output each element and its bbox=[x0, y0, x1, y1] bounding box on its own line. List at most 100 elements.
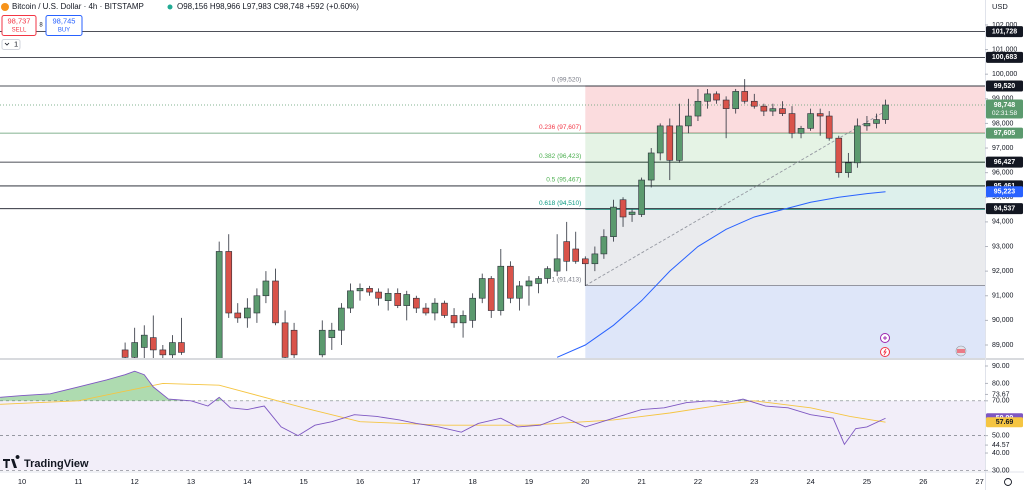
candle-body bbox=[760, 105, 768, 112]
candle-body bbox=[535, 278, 542, 284]
candle-body bbox=[356, 288, 364, 292]
y-tick-label: 94,000 bbox=[992, 219, 1014, 226]
candle-body bbox=[854, 125, 861, 164]
y-tick-label: 92,000 bbox=[992, 268, 1014, 275]
settings-icon[interactable] bbox=[1004, 478, 1012, 486]
candle-body bbox=[807, 113, 814, 129]
chevron bbox=[4, 42, 10, 46]
moving-average bbox=[556, 191, 886, 358]
candle-body bbox=[610, 206, 617, 237]
sell-button[interactable] bbox=[1, 15, 37, 36]
candle-body bbox=[262, 280, 270, 297]
sell-price: 98,737 bbox=[8, 16, 31, 25]
buy-button[interactable] bbox=[45, 15, 83, 36]
y-tick-label: 89,000 bbox=[992, 342, 1014, 349]
candle-body bbox=[713, 93, 720, 101]
x-tick-label: 24 bbox=[806, 477, 814, 486]
candle-body bbox=[215, 251, 223, 358]
rsi-pane bbox=[0, 370, 985, 471]
candle-body bbox=[159, 349, 167, 356]
x-tick-label: 27 bbox=[975, 477, 983, 486]
candle-body bbox=[169, 342, 176, 356]
candle-body bbox=[741, 91, 749, 102]
candle-body bbox=[225, 251, 233, 314]
candle-body bbox=[281, 322, 289, 358]
fib-zone bbox=[585, 185, 985, 210]
price-tag-label: 99,520 bbox=[994, 83, 1016, 90]
y-tick-label: 44.57 bbox=[992, 442, 1010, 449]
price-tag bbox=[986, 26, 1023, 38]
x-tick-label: 14 bbox=[243, 477, 251, 486]
y-tick-label: 90,000 bbox=[992, 317, 1014, 324]
candle-body bbox=[797, 128, 805, 134]
x-tick-label: 20 bbox=[581, 477, 589, 486]
interval-badge[interactable] bbox=[1, 39, 21, 50]
fib-label: 0.382 (96,423) bbox=[539, 153, 581, 160]
candle-body bbox=[487, 278, 495, 311]
candle-body bbox=[676, 125, 683, 161]
candle-body bbox=[469, 297, 476, 321]
brand-logo bbox=[3, 455, 20, 468]
x-tick-label: 12 bbox=[131, 477, 139, 486]
price-tag-label: 98,748 bbox=[994, 102, 1016, 109]
candle-body bbox=[497, 265, 505, 311]
y-tick-label: 93,000 bbox=[992, 243, 1014, 250]
x-tick-label: 25 bbox=[863, 477, 871, 486]
plus-glyph bbox=[883, 336, 887, 340]
price-pane: 0 (99,520) 0.236 (97,607) 0.382 (96,423) 0.… bbox=[0, 31, 985, 358]
brand: TradingView bbox=[24, 458, 89, 470]
y-tick-label: 50.00 bbox=[992, 432, 1010, 439]
candle-body bbox=[666, 125, 674, 161]
candle-body bbox=[149, 337, 157, 351]
candle-body bbox=[750, 100, 758, 107]
price-tag bbox=[986, 51, 1023, 63]
y-tick-label: 70.00 bbox=[992, 398, 1010, 405]
candle-body bbox=[366, 288, 373, 293]
candle-body bbox=[516, 285, 523, 299]
candle-body bbox=[769, 108, 777, 112]
candle-body bbox=[272, 280, 279, 324]
fib-label: 0 (99,520) bbox=[552, 77, 582, 84]
candle-body bbox=[140, 334, 148, 348]
candle-body bbox=[338, 307, 345, 331]
y-tick-label: 80.00 bbox=[992, 380, 1010, 387]
candle-body bbox=[873, 119, 880, 124]
candle-body bbox=[619, 199, 627, 218]
rsi-line bbox=[0, 370, 886, 446]
fib-zone bbox=[585, 162, 985, 186]
value-tag bbox=[986, 417, 1023, 428]
buy-label: BUY bbox=[58, 28, 70, 34]
price-tag-label: 94,537 bbox=[994, 206, 1016, 213]
candle-body bbox=[507, 265, 514, 299]
rsi-line bbox=[0, 382, 886, 426]
y-tick-label: 30.00 bbox=[992, 467, 1010, 474]
candle-body bbox=[525, 280, 533, 287]
y-tick-label: 96,000 bbox=[992, 170, 1014, 177]
candle-body bbox=[572, 248, 580, 262]
y-tick-label: 102,000 bbox=[992, 22, 1017, 29]
candle-body bbox=[600, 236, 608, 255]
candle-body bbox=[290, 329, 298, 356]
candle-body bbox=[459, 315, 467, 324]
candle-body bbox=[375, 291, 382, 299]
candle-body bbox=[882, 104, 889, 120]
candle-body bbox=[121, 349, 129, 358]
x-tick-label: 22 bbox=[694, 477, 702, 486]
x-tick-label: 10 bbox=[18, 477, 26, 486]
fib-zone bbox=[585, 285, 985, 358]
candle-body bbox=[131, 342, 138, 358]
fib-label: 0.236 (97,607) bbox=[539, 124, 581, 131]
candle-body bbox=[234, 312, 242, 319]
candle-body bbox=[779, 108, 786, 114]
fib-zone bbox=[585, 209, 985, 286]
trend-line bbox=[585, 110, 886, 286]
coin-icon bbox=[1, 3, 9, 11]
x-tick-label: 15 bbox=[299, 477, 307, 486]
x-tick-label: 19 bbox=[525, 477, 533, 486]
candle-body bbox=[863, 123, 871, 127]
candle-body bbox=[413, 297, 420, 309]
x-tick-label: 13 bbox=[187, 477, 195, 486]
